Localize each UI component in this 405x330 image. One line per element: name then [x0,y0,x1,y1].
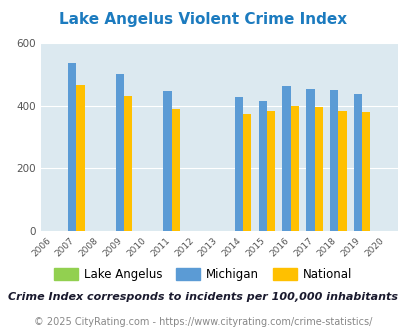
Bar [305,89,314,231]
Bar [290,106,298,231]
Bar [115,74,124,231]
Bar [171,109,179,231]
Text: Lake Angelus Violent Crime Index: Lake Angelus Violent Crime Index [59,12,346,27]
Bar [243,115,251,231]
Legend: Lake Angelus, Michigan, National: Lake Angelus, Michigan, National [49,263,356,286]
Bar [281,86,290,231]
Text: © 2025 CityRating.com - https://www.cityrating.com/crime-statistics/: © 2025 CityRating.com - https://www.city… [34,317,371,327]
Bar [361,113,370,231]
Bar [76,84,85,231]
Bar [266,111,275,231]
Bar [163,91,171,231]
Bar [329,90,337,231]
Bar [234,97,243,231]
Text: Crime Index corresponds to incidents per 100,000 inhabitants: Crime Index corresponds to incidents per… [8,292,397,302]
Bar [353,94,361,231]
Bar [258,101,266,231]
Bar [314,107,322,231]
Bar [337,111,346,231]
Bar [68,63,76,231]
Bar [124,96,132,231]
